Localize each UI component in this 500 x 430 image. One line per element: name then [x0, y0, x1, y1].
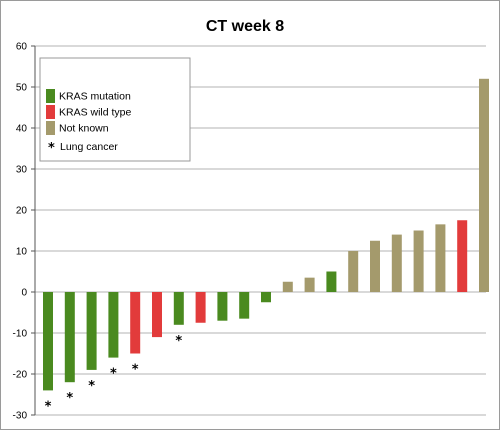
y-axis: -30 -20 -10 0 10 20 30 40 50 60: [13, 42, 36, 422]
bar: [173, 292, 184, 325]
legend-label: KRAS wild type: [59, 107, 132, 119]
bar: [413, 230, 424, 292]
legend-label: Not known: [59, 123, 109, 135]
bar: [86, 292, 97, 370]
lung-cancer-marker: *: [175, 334, 182, 349]
y-tick-label: 10: [16, 247, 28, 258]
bar: [130, 292, 141, 354]
bars: [43, 78, 489, 391]
bar: [239, 292, 250, 319]
y-tick-label: 0: [21, 288, 27, 299]
bar: [348, 251, 359, 292]
bar: [435, 224, 446, 292]
bar: [261, 292, 271, 303]
legend-box: [39, 57, 191, 162]
y-tick-label: -20: [13, 370, 28, 381]
lung-cancer-marker: *: [110, 367, 117, 382]
bar: [282, 281, 293, 292]
y-tick-label: 30: [16, 165, 28, 176]
legend: KRAS mutation KRAS wild type Not known * Lun…: [39, 57, 191, 162]
y-tick-label: 40: [16, 124, 28, 135]
lung-cancer-marker: *: [88, 379, 95, 394]
lung-cancer-marker: *: [66, 391, 73, 406]
bar: [370, 240, 380, 292]
lung-cancer-markers: * * * * * *: [45, 334, 183, 415]
y-tick-label: 60: [16, 42, 28, 53]
bar: [152, 292, 162, 338]
lung-cancer-marker: *: [45, 399, 52, 414]
bar: [43, 292, 53, 391]
legend-swatch: [46, 105, 55, 119]
legend-swatch: [46, 89, 55, 103]
legend-marker-label: Lung cancer: [60, 141, 118, 153]
y-tick-label: 50: [16, 83, 28, 94]
bar: [326, 271, 337, 292]
y-tick-label: -30: [13, 411, 28, 422]
bar: [304, 277, 315, 292]
bar: [217, 292, 228, 321]
bar: [64, 292, 75, 383]
bar: [479, 78, 489, 292]
legend-marker-symbol: *: [48, 141, 55, 156]
y-tick-label: 20: [16, 206, 28, 217]
y-tick-label: -10: [13, 329, 28, 340]
bar: [457, 220, 468, 292]
bar: [195, 292, 206, 323]
legend-label: KRAS mutation: [59, 91, 131, 103]
bar: [391, 234, 402, 292]
lung-cancer-marker: *: [132, 363, 139, 378]
legend-swatch: [46, 121, 55, 135]
bar: [108, 292, 119, 358]
chart-title: CT week 8: [206, 18, 284, 35]
